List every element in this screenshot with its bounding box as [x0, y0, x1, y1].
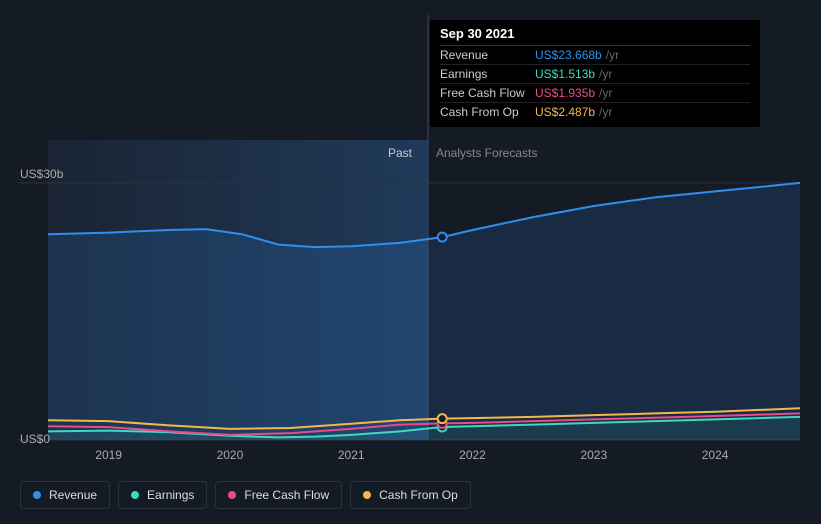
tooltip-date: Sep 30 2021	[440, 26, 750, 46]
legend-item-revenue[interactable]: Revenue	[20, 481, 110, 509]
section-label-past: Past	[388, 146, 412, 160]
tooltip-row: Free Cash Flow US$1.935b /yr	[440, 84, 750, 103]
tooltip-row: Cash From Op US$2.487b /yr	[440, 103, 750, 121]
x-tick: 2022	[459, 448, 486, 462]
legend-label: Revenue	[49, 488, 97, 502]
tooltip-suffix: /yr	[599, 86, 612, 100]
y-label-0: US$0	[20, 432, 50, 446]
y-label-30b: US$30b	[20, 167, 63, 181]
legend: Revenue Earnings Free Cash Flow Cash Fro…	[20, 481, 471, 509]
chart-tooltip: Sep 30 2021 Revenue US$23.668b /yrEarnin…	[430, 20, 760, 127]
x-tick: 2024	[702, 448, 729, 462]
legend-dot-icon	[363, 491, 371, 499]
x-tick: 2020	[217, 448, 244, 462]
tooltip-suffix: /yr	[599, 67, 612, 81]
tooltip-value: US$2.487b	[535, 105, 595, 119]
x-tick: 2021	[338, 448, 365, 462]
tooltip-row: Earnings US$1.513b /yr	[440, 65, 750, 84]
tooltip-row: Revenue US$23.668b /yr	[440, 46, 750, 65]
tooltip-value: US$1.513b	[535, 67, 595, 81]
tooltip-label: Cash From Op	[440, 105, 535, 119]
tooltip-suffix: /yr	[606, 48, 619, 62]
legend-label: Free Cash Flow	[244, 488, 329, 502]
x-tick: 2023	[580, 448, 607, 462]
legend-dot-icon	[33, 491, 41, 499]
tooltip-value: US$1.935b	[535, 86, 595, 100]
legend-item-cfo[interactable]: Cash From Op	[350, 481, 471, 509]
tooltip-value: US$23.668b	[535, 48, 602, 62]
x-tick: 2019	[95, 448, 122, 462]
legend-dot-icon	[228, 491, 236, 499]
financial-chart: Sep 30 2021 Revenue US$23.668b /yrEarnin…	[0, 0, 821, 524]
tooltip-label: Earnings	[440, 67, 535, 81]
tooltip-rows: Revenue US$23.668b /yrEarnings US$1.513b…	[440, 46, 750, 121]
legend-label: Cash From Op	[379, 488, 458, 502]
legend-item-fcf[interactable]: Free Cash Flow	[215, 481, 342, 509]
tooltip-suffix: /yr	[599, 105, 612, 119]
legend-label: Earnings	[147, 488, 194, 502]
legend-item-earnings[interactable]: Earnings	[118, 481, 207, 509]
legend-dot-icon	[131, 491, 139, 499]
section-label-forecast: Analysts Forecasts	[436, 146, 537, 160]
tooltip-label: Revenue	[440, 48, 535, 62]
tooltip-label: Free Cash Flow	[440, 86, 535, 100]
